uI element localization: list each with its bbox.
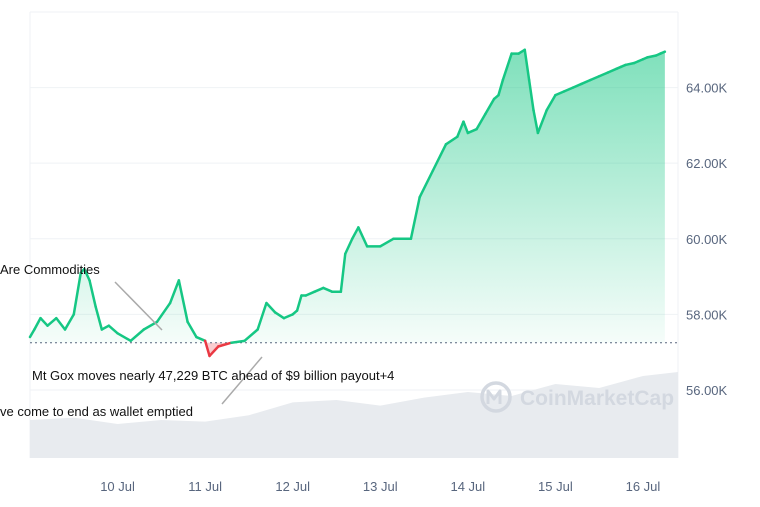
annotation-commodities: Are Commodities: [0, 262, 100, 277]
price-area-fill: [30, 49, 665, 343]
x-tick-label: 11 Jul: [188, 479, 222, 494]
price-line-segment: [168, 279, 181, 305]
price-line-segment: [94, 305, 104, 331]
price-line-segment: [597, 71, 610, 78]
annotation-mt-gox: Mt Gox moves nearly 47,229 BTC ahead of …: [32, 368, 394, 383]
y-axis-ticks: 56.00K 58.00K 60.00K 62.00K 64.00K: [686, 81, 728, 398]
price-line-segment: [475, 112, 487, 131]
price-line-segment: [28, 328, 36, 339]
price-line-segment: [659, 50, 667, 55]
price-line-segment: [33, 316, 42, 331]
price-line-segment: [484, 97, 496, 116]
coinmarketcap-logo-icon: [480, 381, 512, 413]
price-line-segment: [379, 237, 395, 248]
price-line-segment: [39, 316, 49, 327]
price-line-segment: [431, 143, 448, 172]
price-line-segment: [230, 339, 246, 344]
price-line-segment: [456, 120, 465, 138]
price-line-segment: [304, 290, 316, 297]
price-line-segment: [217, 341, 233, 348]
price-line-segment: [282, 313, 294, 320]
price-line-segment: [186, 320, 198, 339]
price-line-segment: [527, 78, 535, 112]
price-line-segment: [536, 109, 548, 135]
x-tick-label: 12 Jul: [275, 479, 310, 494]
y-tick-label: 60.00K: [686, 232, 728, 247]
price-line-segment: [501, 52, 513, 82]
price-line-segment: [203, 339, 211, 358]
price-line-segment: [545, 93, 557, 112]
price-line-segment: [100, 324, 111, 331]
price-line-segment: [116, 332, 132, 343]
price-line-segment: [295, 294, 303, 312]
price-line-segment: [606, 67, 618, 74]
watermark: CoinMarketCap: [480, 381, 674, 413]
y-tick-label: 58.00K: [686, 307, 728, 322]
price-line-segment: [523, 48, 531, 82]
price-line-segment: [256, 301, 268, 331]
price-line-segment: [313, 286, 325, 293]
price-line-segment: [497, 78, 505, 97]
price-line-segment: [624, 61, 636, 67]
price-line-segment: [63, 313, 76, 331]
price-line-segment: [243, 328, 259, 343]
price-line-segment: [409, 195, 421, 241]
price-line-segment: [444, 135, 459, 146]
price-line-segment: [72, 271, 83, 316]
price-line-segment: [155, 301, 172, 324]
coinmarketcap-logo-mark: [486, 389, 502, 404]
y-tick-label: 62.00K: [686, 156, 728, 171]
y-tick-label: 64.00K: [686, 81, 728, 96]
price-line-segment: [55, 316, 67, 331]
price-line-segment: [562, 86, 575, 93]
price-line-segment: [554, 90, 566, 97]
price-line-segment: [580, 78, 592, 86]
price-line-segment: [343, 237, 354, 256]
price-series: [28, 48, 667, 358]
price-line-segment: [107, 324, 119, 335]
x-tick-label: 16 Jul: [626, 479, 661, 494]
x-axis-ticks: 10 Jul 11 Jul 12 Jul 13 Jul 14 Jul 15 Jul 16 J…: [100, 479, 660, 494]
volume-area: [30, 372, 678, 458]
price-line-segment: [646, 54, 658, 59]
price-line-segment: [195, 335, 207, 343]
price-line-segment: [418, 169, 435, 199]
annotation-wallet-emptied: ve come to end as wallet emptied: [0, 404, 193, 419]
price-line-segment: [83, 267, 91, 282]
price-line-segment: [532, 109, 540, 135]
price-line-segment: [46, 316, 58, 327]
y-tick-label: 56.00K: [686, 383, 728, 398]
price-line-segment: [208, 345, 220, 358]
annotation-leader-3: [221, 356, 263, 405]
x-tick-label: 15 Jul: [538, 479, 573, 494]
price-line-segment: [177, 279, 189, 324]
price-line-segment: [571, 82, 583, 89]
price-line-segment: [462, 120, 470, 135]
x-tick-label: 14 Jul: [450, 479, 485, 494]
x-tick-label: 13 Jul: [363, 479, 398, 494]
annotations: Are Commodities Mt Gox moves nearly 47,2…: [0, 262, 394, 419]
price-line-segment: [265, 301, 277, 314]
annotation-leader-1: [114, 281, 163, 331]
price-line-segment: [357, 226, 369, 248]
price-line-segment: [88, 279, 97, 309]
price-area-fill-below-baseline: [30, 342, 665, 356]
price-line-segment: [322, 286, 334, 293]
price-line-segment: [589, 75, 601, 82]
price-line-segment: [129, 328, 146, 343]
price-line-segment: [339, 252, 347, 293]
x-tick-label: 10 Jul: [100, 479, 135, 494]
watermark-text: CoinMarketCap: [520, 387, 674, 410]
price-line-segment: [466, 127, 478, 135]
price-line-segment: [350, 226, 360, 241]
price-line-segment: [273, 311, 286, 320]
